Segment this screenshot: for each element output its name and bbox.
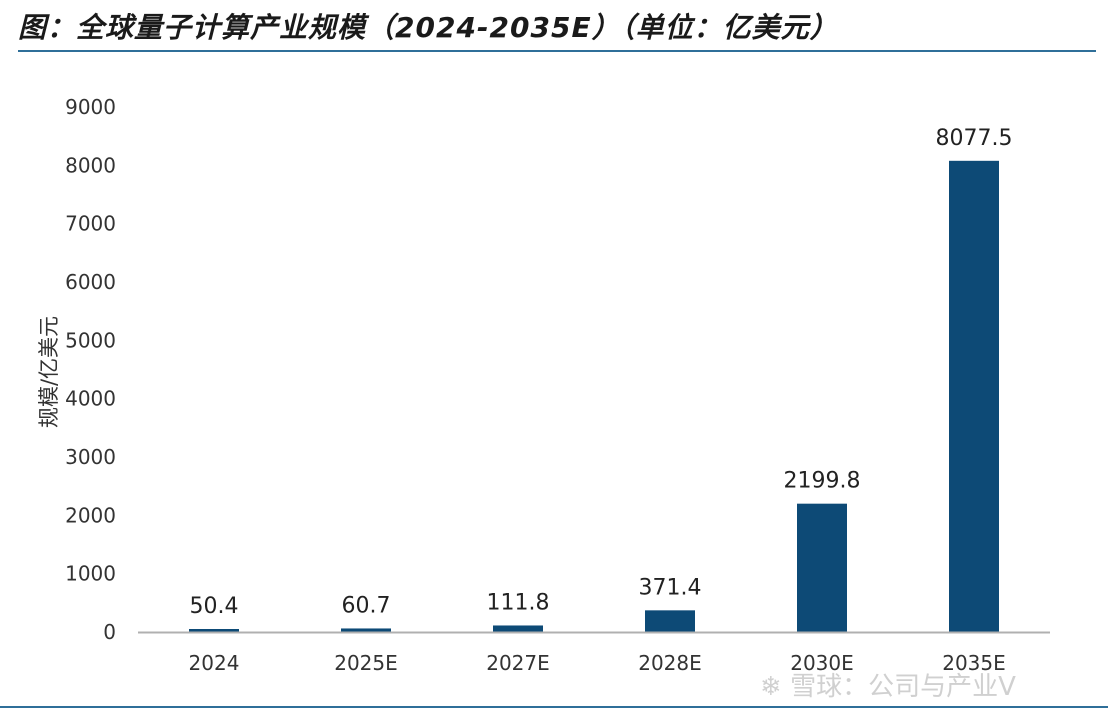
x-tick-label-2028E: 2028E [638,651,702,675]
x-tick-label-2035E: 2035E [942,651,1006,675]
y-tick-label-3: 3000 [65,445,116,469]
title-divider [18,50,1096,52]
bar-2028E [645,610,695,632]
bar-2030E [797,503,847,632]
x-tick-label-2024: 2024 [189,651,240,675]
y-tick-label-7: 7000 [65,212,116,236]
bar-2035E [949,160,999,632]
x-tick-label-2027E: 2027E [486,651,550,675]
y-tick-label-4: 4000 [65,387,116,411]
y-tick-label-0: 0 [103,620,116,644]
bar-2024 [189,629,239,632]
y-tick-label-5: 5000 [65,328,116,352]
data-label-2030E: 2199.8 [784,469,861,494]
snowball-logo-icon: ❄ [760,672,782,702]
x-axis-ticks: 2024 2025E 2027E 2028E 2030E 2035E [189,651,1006,675]
bar-2027E [493,625,543,632]
x-tick-label-2030E: 2030E [790,651,854,675]
page-title: 图：全球量子计算产业规模（2024-2035E）（单位：亿美元） [18,11,839,44]
bar-2025E [341,628,391,632]
watermark-text: 雪球：公司与产业V [790,672,1016,702]
y-tick-label-9: 9000 [65,95,116,119]
y-tick-label-1: 1000 [65,562,116,586]
y-axis-ticks: 0 1000 2000 3000 4000 5000 6000 7000 8000 9000 [65,95,116,644]
y-tick-label-6: 6000 [65,270,116,294]
data-label-2024: 50.4 [190,594,239,619]
data-label-2028E: 371.4 [639,575,702,600]
data-label-2027E: 111.8 [487,590,550,615]
data-labels: 50.4 60.7 111.8 371.4 2199.8 8077.5 [190,126,1013,619]
y-axis-label: 规模/亿美元 [37,316,61,428]
y-tick-label-8: 8000 [65,153,116,177]
data-label-2035E: 8077.5 [936,126,1013,151]
data-label-2025E: 60.7 [342,593,391,618]
y-tick-label-2: 2000 [65,503,116,527]
bar-series [189,160,999,632]
bottom-divider [0,706,1108,708]
x-tick-label-2025E: 2025E [334,651,398,675]
watermark: ❄ 雪球：公司与产业V [760,666,1016,703]
